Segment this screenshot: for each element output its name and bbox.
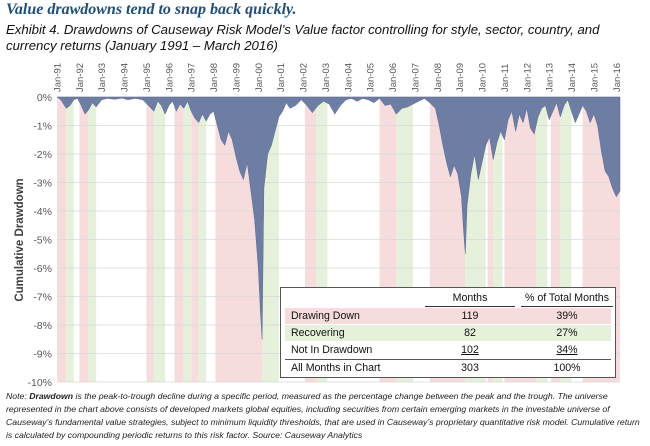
x-tick-label: Jan-92 bbox=[75, 63, 86, 92]
x-tick-label: Jan-09 bbox=[455, 63, 466, 92]
y-tick-label: -2% bbox=[33, 149, 52, 161]
x-tick-label: Jan-15 bbox=[589, 63, 600, 92]
y-tick-label: -1% bbox=[33, 121, 52, 133]
x-tick-label: Jan-93 bbox=[97, 63, 108, 92]
x-tick-labels: Jan-91 Jan-92 Jan-93 Jan-94 Jan-95 Jan-96 Jan-… bbox=[53, 63, 623, 92]
y-tick-label: -10% bbox=[27, 377, 52, 389]
table-cell-label: All Months in Chart bbox=[291, 362, 381, 374]
x-tick-label: Jan-06 bbox=[388, 63, 399, 92]
table-cell-pct: 39% bbox=[556, 310, 578, 322]
x-tick-label: Jan-98 bbox=[209, 63, 220, 92]
x-tick-label: Jan-00 bbox=[254, 63, 265, 92]
x-tick-label: Jan-13 bbox=[545, 63, 556, 92]
x-tick-label: Jan-03 bbox=[321, 63, 332, 92]
summary-table: Months % of Total Months Drawing Down 11… bbox=[280, 287, 616, 378]
x-tick-label: Jan-11 bbox=[500, 64, 511, 92]
x-tick-label: Jan-08 bbox=[433, 63, 444, 92]
x-tick-label: Jan-01 bbox=[276, 63, 287, 92]
table-row: Not In Drawdown 102 34% bbox=[285, 342, 611, 358]
x-tick-label: Jan-99 bbox=[232, 63, 243, 92]
note-term: Drawdown bbox=[29, 391, 74, 401]
table-cell-months: 303 bbox=[461, 362, 479, 374]
y-tick-label: -8% bbox=[33, 320, 52, 332]
table-cell-pct: 27% bbox=[556, 327, 578, 339]
x-tick-label: Jan-14 bbox=[567, 63, 578, 92]
x-tick-label: Jan-96 bbox=[164, 63, 175, 92]
footnote: Note: Drawdown is the peak-to-trough dec… bbox=[6, 390, 646, 442]
note-text: is the peak-to-trough decline during a s… bbox=[6, 391, 640, 440]
table-row: Recovering 82 27% bbox=[285, 325, 611, 341]
y-axis-label: Cumulative Drawdown bbox=[14, 178, 26, 301]
y-tick-label: -4% bbox=[33, 206, 52, 218]
x-tick-label: Jan-12 bbox=[522, 63, 533, 92]
x-tick-label: Jan-97 bbox=[187, 63, 198, 92]
table-row: Drawing Down 119 39% bbox=[285, 308, 611, 324]
table-cell-months: 82 bbox=[464, 327, 476, 339]
table-cell-months: 119 bbox=[461, 310, 479, 322]
x-tick-label: Jan-04 bbox=[343, 63, 354, 92]
exhibit-caption: Exhibit 4. Drawdowns of Causeway Risk Mo… bbox=[6, 22, 600, 53]
note-label: Note: bbox=[6, 391, 27, 401]
drawdown-area bbox=[56, 96, 621, 340]
y-tick-label: -9% bbox=[33, 349, 52, 361]
y-tick-label: -6% bbox=[33, 263, 52, 275]
table-cell-label: Not In Drawdown bbox=[291, 344, 373, 356]
table-cell-label: Recovering bbox=[291, 327, 345, 339]
x-tick-label: Jan-94 bbox=[120, 63, 131, 92]
table-cell-label: Drawing Down bbox=[291, 310, 360, 322]
table-header-months: Months bbox=[425, 291, 515, 307]
table-cell-pct: 100% bbox=[553, 362, 581, 374]
y-tick-labels: 0% -1% -2% -3% -4% -5% -6% -7% -8% -9% -10% bbox=[27, 92, 52, 389]
y-tick-label: -3% bbox=[33, 178, 52, 190]
y-tick-label: 0% bbox=[37, 92, 52, 104]
x-tick-label: Jan-91 bbox=[53, 63, 64, 92]
table-cell-pct: 34% bbox=[556, 344, 578, 356]
x-tick-label: Jan-95 bbox=[142, 63, 153, 92]
table-header-row: Months % of Total Months bbox=[285, 291, 613, 307]
table-row-total: All Months in Chart 303 100% bbox=[285, 359, 611, 376]
x-tick-label: Jan-10 bbox=[478, 63, 489, 92]
y-tick-label: -5% bbox=[33, 235, 52, 247]
x-tick-label: Jan-05 bbox=[366, 63, 377, 92]
y-tick-label: -7% bbox=[33, 292, 52, 304]
headline: Value drawdowns tend to snap back quickl… bbox=[6, 1, 297, 18]
x-tick-label: Jan-16 bbox=[612, 63, 623, 92]
table-header-pct: % of Total Months bbox=[521, 291, 613, 307]
x-tick-label: Jan-02 bbox=[299, 63, 310, 92]
table-cell-months: 102 bbox=[461, 344, 479, 356]
x-tick-label: Jan-07 bbox=[410, 63, 421, 92]
